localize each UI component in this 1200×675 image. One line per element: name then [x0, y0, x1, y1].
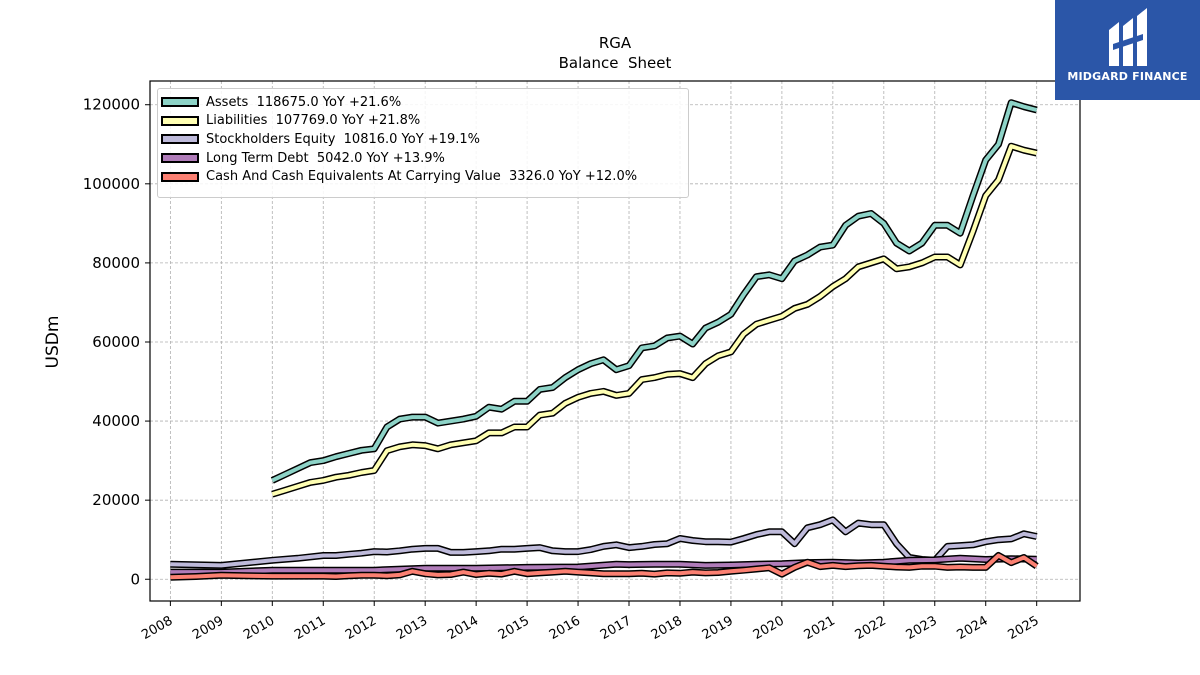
- x-tick-label: 2019: [700, 613, 736, 643]
- legend-swatch-long-term-debt: [161, 153, 199, 164]
- legend-label-assets: Assets 118675.0 YoY +21.6%: [206, 94, 402, 110]
- x-tick-label: 2012: [343, 613, 379, 643]
- y-tick-label: 40000: [92, 412, 140, 430]
- legend-swatch-stockholders-equity: [161, 134, 199, 145]
- legend-item-liabilities: Liabilities 107769.0 YoY +21.8%: [161, 112, 688, 131]
- x-tick-label: 2011: [292, 613, 328, 643]
- plot-frame: [149, 80, 1081, 602]
- x-tick-label: 2013: [394, 613, 430, 643]
- y-tick-label: 20000: [92, 491, 140, 509]
- x-tick-label: 2022: [853, 613, 889, 643]
- x-tick-label: 2017: [598, 613, 634, 643]
- y-tick-label: 0: [130, 570, 140, 588]
- x-tick-label: 2023: [904, 613, 940, 643]
- x-tick-label: 2009: [190, 613, 226, 643]
- series-lines: [170, 99, 1039, 581]
- x-tick-label: 2018: [649, 613, 685, 643]
- midgard-finance-logo: MIDGARD FINANCE: [1055, 0, 1200, 100]
- y-axis-label: USDm: [43, 316, 63, 369]
- legend-label-stockholders-equity: Stockholders Equity 10816.0 YoY +19.1%: [206, 131, 480, 147]
- legend-label-liabilities: Liabilities 107769.0 YoY +21.8%: [206, 113, 421, 129]
- chart-title: RGA: [599, 34, 632, 52]
- x-tick-label: 2016: [547, 613, 583, 643]
- x-tick-label: 2025: [1006, 613, 1042, 643]
- logo-text: MIDGARD FINANCE: [1067, 70, 1188, 83]
- x-tick-label: 2020: [751, 613, 787, 643]
- x-axis-ticks: 2008 2009 2010 2011 2012 2013 2014 2015 2016 2017…: [139, 601, 1042, 643]
- legend-swatch-liabilities: [161, 115, 199, 126]
- legend-item-cash: Cash And Cash Equivalents At Carrying Va…: [161, 167, 688, 186]
- y-tick-label: 80000: [92, 254, 140, 272]
- logo-mark-icon: [1109, 8, 1147, 66]
- legend-label-cash: Cash And Cash Equivalents At Carrying Va…: [206, 169, 638, 185]
- series-line-cash-and-cash-equivalents-at-carrying-value: [170, 553, 1038, 580]
- legend-swatch-cash: [161, 171, 199, 182]
- series-line-long-term-debt: [170, 556, 1037, 575]
- x-tick-label: 2008: [139, 613, 175, 643]
- x-tick-label: 2021: [802, 613, 838, 643]
- x-tick-label: 2014: [445, 613, 481, 643]
- chart-subtitle: Balance Sheet: [559, 54, 672, 72]
- y-tick-label: 120000: [83, 96, 140, 114]
- y-tick-label: 100000: [83, 175, 140, 193]
- legend-item-stockholders-equity: Stockholders Equity 10816.0 YoY +19.1%: [161, 130, 688, 149]
- chart-legend: Assets 118675.0 YoY +21.6% Liabilities 1…: [157, 88, 689, 198]
- y-axis-ticks: 0 20000 40000 60000 80000 100000 120000: [83, 96, 150, 588]
- series-line-liabilities: [271, 144, 1038, 497]
- y-tick-label: 60000: [92, 333, 140, 351]
- legend-swatch-assets: [161, 97, 199, 108]
- legend-label-long-term-debt: Long Term Debt 5042.0 YoY +13.9%: [206, 150, 445, 166]
- series-line-assets: [271, 100, 1038, 483]
- x-tick-label: 2024: [955, 613, 991, 643]
- x-tick-label: 2015: [496, 613, 532, 643]
- legend-item-assets: Assets 118675.0 YoY +21.6%: [161, 93, 688, 112]
- legend-item-long-term-debt: Long Term Debt 5042.0 YoY +13.9%: [161, 149, 688, 168]
- x-tick-label: 2010: [241, 613, 277, 643]
- series-outline-liabilities: [271, 142, 1038, 498]
